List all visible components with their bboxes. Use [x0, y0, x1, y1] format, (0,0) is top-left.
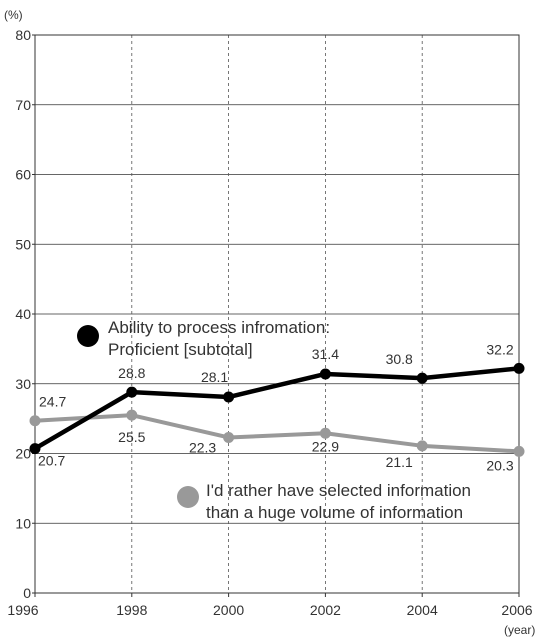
- x-tick-label: 1998: [116, 602, 147, 618]
- data-labels: 20.7 28.8 28.1 31.4 30.8 32.2 24.7 25.5 22.3 22.9…: [38, 341, 514, 473]
- grid: [35, 35, 519, 593]
- data-point: [223, 431, 235, 443]
- data-label: 21.1: [386, 454, 413, 470]
- x-tick-label: 2004: [407, 602, 438, 618]
- legend-label: Proficient [subtotal]: [108, 340, 253, 359]
- series-line: [34, 413, 520, 454]
- data-label: 30.8: [386, 351, 413, 367]
- data-label: 25.5: [118, 429, 145, 445]
- data-point: [126, 386, 138, 398]
- y-unit-label: (%): [4, 8, 23, 22]
- series-layer: [29, 362, 525, 457]
- legend-marker: [177, 486, 199, 508]
- y-tick-label: 0: [23, 585, 31, 601]
- y-tick-label: 10: [15, 515, 31, 531]
- data-point: [416, 372, 428, 384]
- data-label: 28.8: [118, 365, 145, 381]
- data-point: [29, 443, 41, 455]
- y-tick-label: 70: [15, 97, 31, 113]
- x-tick-label: 2000: [213, 602, 244, 618]
- y-tick-label: 60: [15, 167, 31, 183]
- legend-entry: Ability to process infromation: Proficien…: [77, 318, 330, 359]
- data-label: 20.3: [486, 457, 513, 473]
- data-point: [416, 440, 428, 452]
- y-tick-label: 50: [15, 236, 31, 252]
- data-point: [29, 415, 41, 427]
- data-label: 24.7: [39, 394, 66, 410]
- legend-label: than a huge volume of information: [206, 503, 463, 522]
- data-label: 31.4: [312, 346, 339, 362]
- legend-marker: [77, 325, 99, 347]
- y-tick-label: 40: [15, 306, 31, 322]
- data-point: [513, 445, 525, 457]
- x-tick-label: 2006: [501, 602, 532, 618]
- data-label: 32.2: [486, 341, 513, 357]
- legend-label: Ability to process infromation:: [108, 318, 330, 337]
- data-label: 28.1: [201, 369, 228, 385]
- x-unit-label: (year): [504, 623, 535, 637]
- data-label: 22.9: [312, 438, 339, 454]
- data-point: [319, 368, 331, 380]
- x-tick-label: 1996: [7, 602, 38, 618]
- data-point: [223, 391, 235, 403]
- y-tick-label: 20: [15, 446, 31, 462]
- data-label: 22.3: [189, 439, 216, 455]
- series-line: [33, 366, 520, 451]
- data-point: [126, 409, 138, 421]
- legend-entry: I'd rather have selected information than…: [177, 481, 471, 522]
- data-point: [513, 362, 525, 374]
- data-label: 20.7: [38, 453, 65, 469]
- legend-label: I'd rather have selected information: [206, 481, 471, 500]
- axes: 0 10 20 30 40 50 60 70 80 1996 1998 2000 2002 2004 200…: [4, 8, 535, 637]
- y-tick-label: 80: [15, 27, 31, 43]
- x-tick-label: 2002: [310, 602, 341, 618]
- data-point: [319, 427, 331, 439]
- legends: Ability to process infromation: Proficien…: [77, 318, 471, 522]
- y-tick-label: 30: [15, 376, 31, 392]
